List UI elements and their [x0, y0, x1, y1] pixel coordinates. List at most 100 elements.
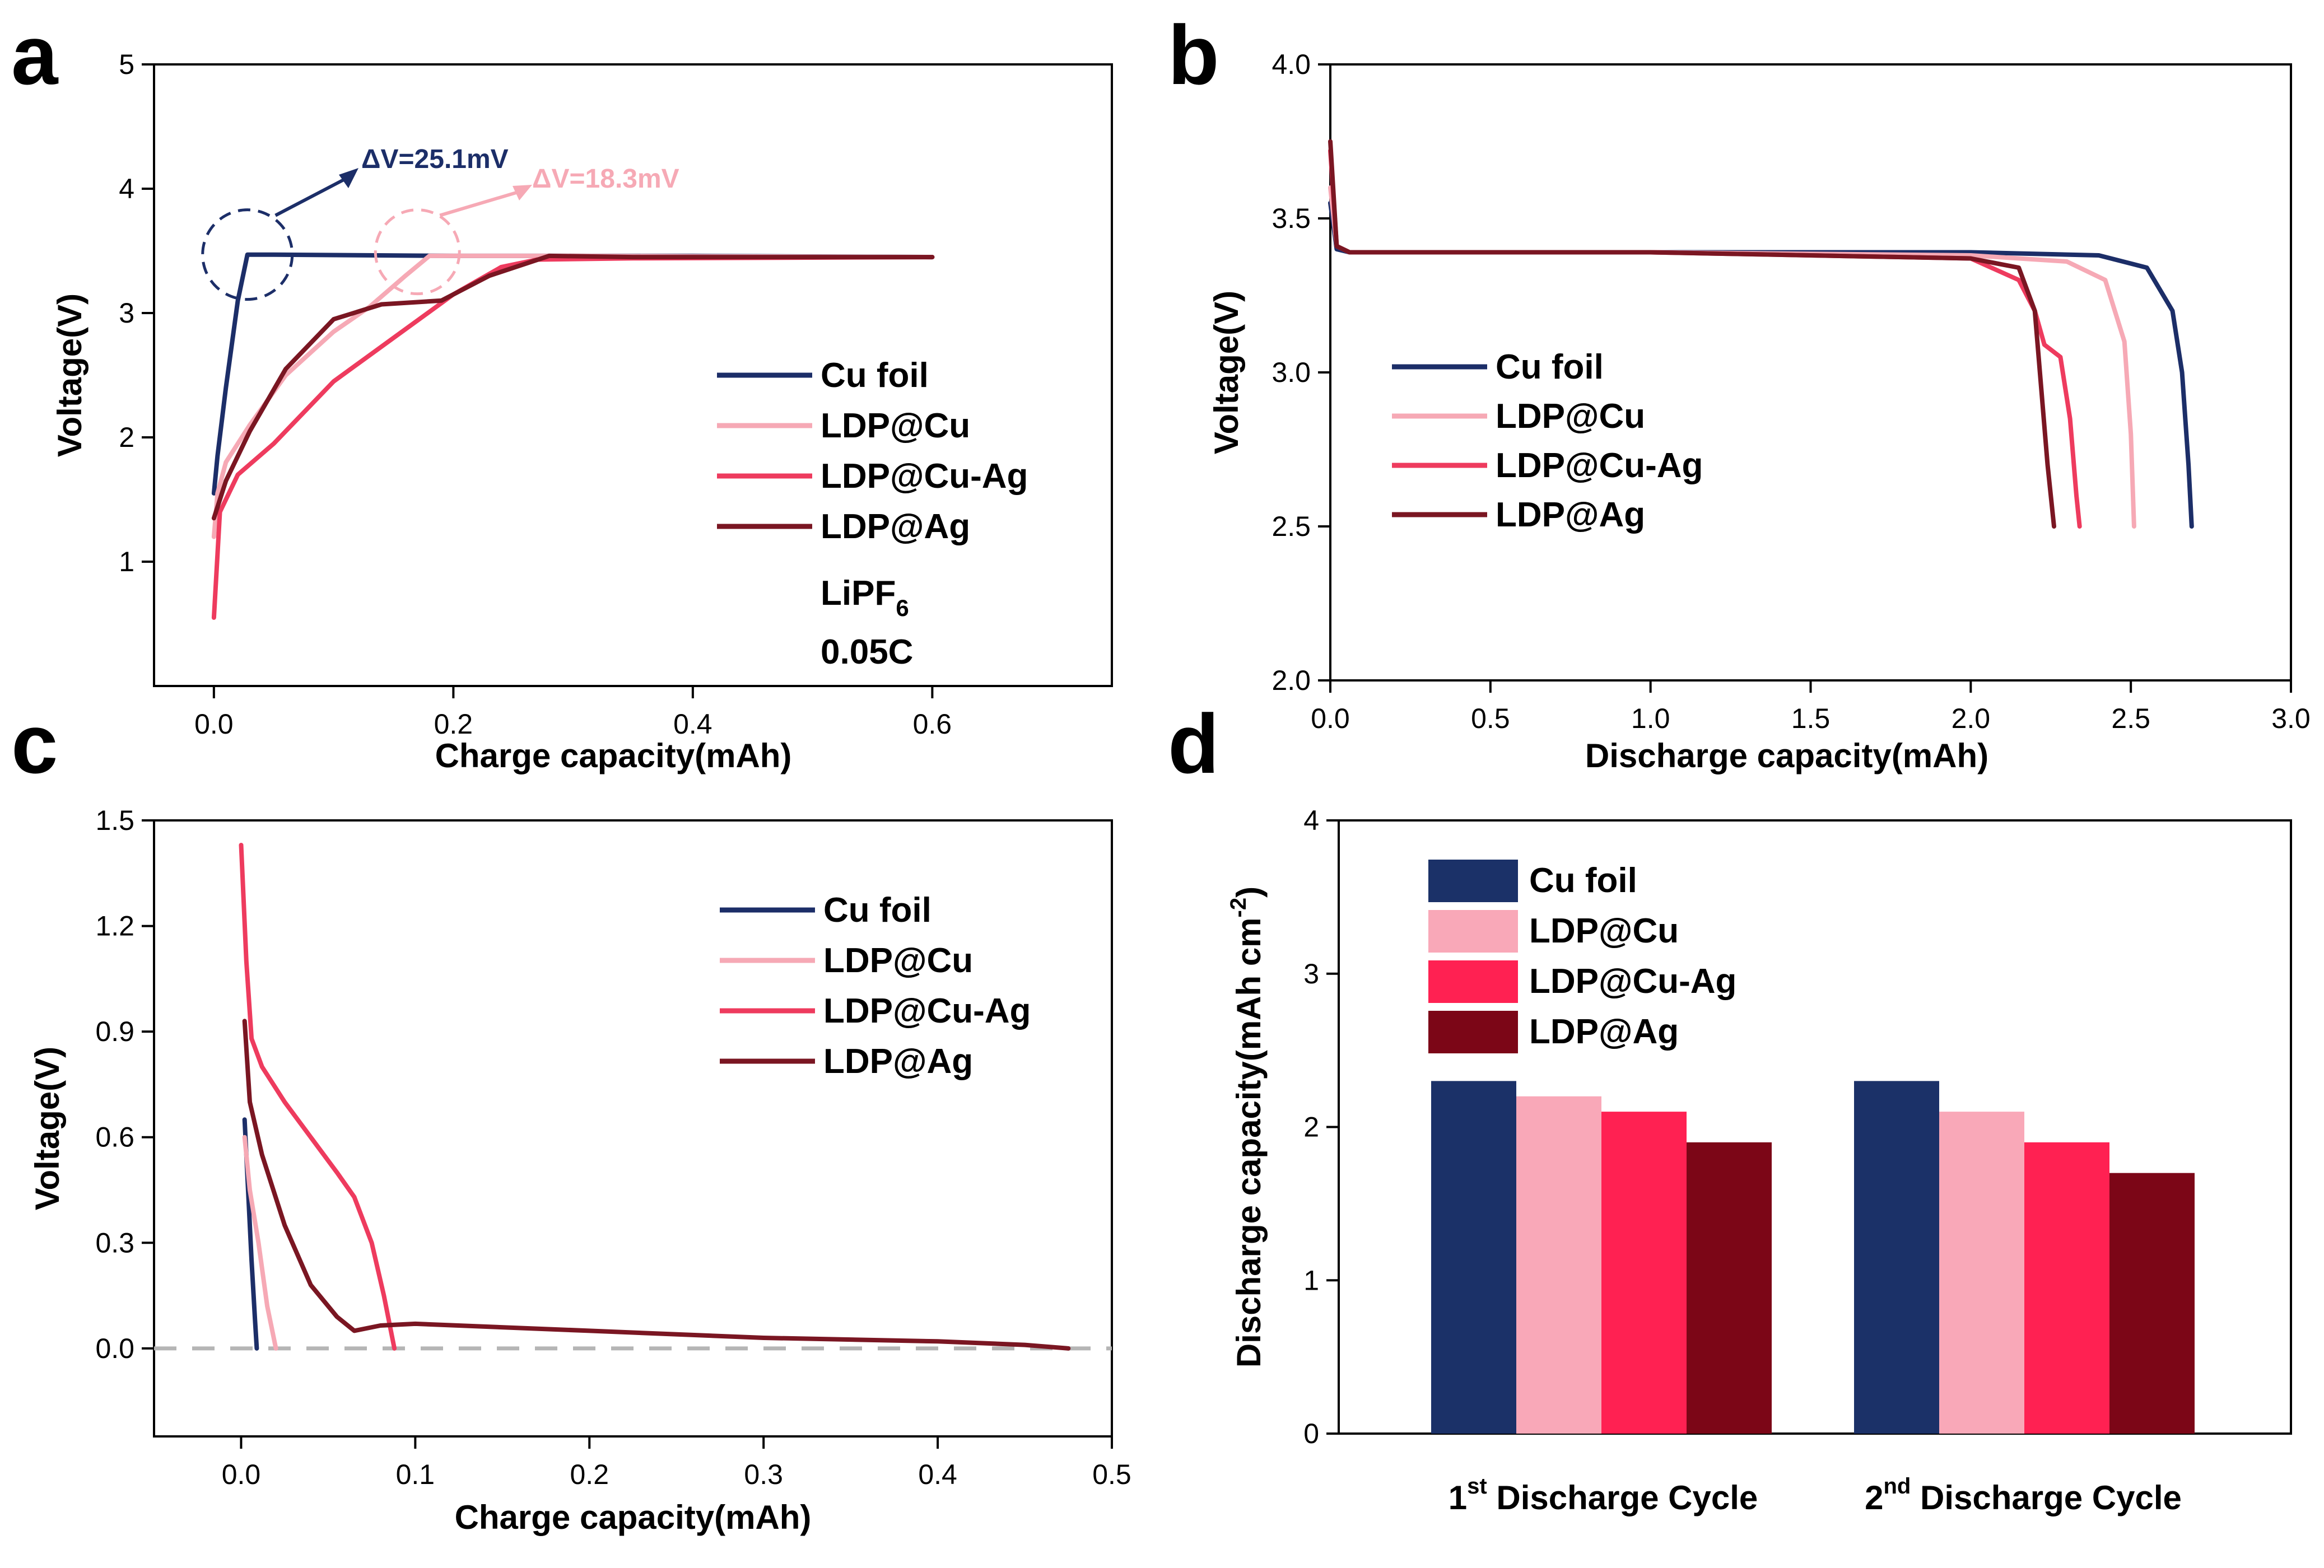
- y-tick-label: 1: [119, 546, 134, 577]
- y-axis-label: Discharge capacity(mAh cm-2): [1226, 886, 1268, 1368]
- y-tick-label: 5: [119, 49, 134, 80]
- series-line-ldp-cu: [242, 1135, 278, 1351]
- x-tick-label: 0.1: [396, 1459, 435, 1490]
- x-axis-label: Discharge capacity(mAh): [1585, 737, 1988, 774]
- y-tick-label: 2.0: [1272, 665, 1311, 696]
- x-tick-label: 0.2: [434, 708, 473, 740]
- y-tick-label: 2: [1303, 1112, 1319, 1143]
- legend-label: LDP@Cu-Ag: [1529, 962, 1736, 1001]
- annotation-delta-v-cu-foil: ΔV=25.1mV: [361, 144, 509, 174]
- x-tick-label: 0.5: [1471, 703, 1510, 734]
- y-tick-label: 2: [119, 422, 134, 453]
- y-tick-label: 3: [1303, 958, 1319, 990]
- y-tick-label: 0.6: [95, 1122, 134, 1153]
- x-tick-label: 1.5: [1791, 703, 1831, 734]
- y-tick-label: 1.5: [95, 805, 134, 836]
- bar-ldp-cu-cycle-1: [1516, 1096, 1601, 1434]
- category-ordinal: 2: [1865, 1479, 1883, 1516]
- x-tick-label: 0.0: [1311, 703, 1350, 734]
- series-line-ldp-cu-ag: [211, 255, 935, 620]
- rate-label: 0.05C: [821, 633, 913, 671]
- series-line-ldp-ag: [242, 1019, 1071, 1351]
- x-tick-label: 0.3: [744, 1459, 783, 1490]
- category-ordinal-suffix: st: [1467, 1474, 1487, 1499]
- panel-b: 0.0 0.5 1.0 1.5 2.0 2.5 3.0 2.0 2.5 3.0 3.5 4.0 Disc…: [1208, 49, 2311, 774]
- category-ordinal: 1: [1449, 1479, 1467, 1516]
- bar-ldp-ag-cycle-2: [2109, 1173, 2195, 1434]
- y-axis-label-main: Discharge capacity(mAh cm: [1230, 917, 1268, 1368]
- category-ordinal-suffix: nd: [1883, 1474, 1911, 1499]
- series-line-ldp-ag: [1328, 139, 2056, 529]
- panel-letter-a: a: [11, 8, 59, 102]
- legend-label: LDP@Ag: [1496, 496, 1645, 534]
- legend-swatch: [1428, 910, 1518, 953]
- legend-label: LDP@Ag: [823, 1042, 973, 1081]
- bar-cu-foil-cycle-2: [1854, 1081, 1939, 1434]
- y-axis-label: Voltage(V): [1208, 291, 1245, 454]
- y-tick-label: 4: [119, 173, 134, 204]
- annotation-delta-v-ldp-cu: ΔV=18.3mV: [532, 164, 679, 194]
- x-tick-label: 0.5: [1092, 1459, 1131, 1490]
- legend-label: Cu foil: [823, 891, 932, 930]
- electrolyte-label: LiPF6: [821, 574, 909, 621]
- annotation-circle-ldp-cu: [374, 208, 461, 296]
- y-tick-label: 2.5: [1272, 511, 1311, 542]
- y-tick-label: 4: [1303, 805, 1319, 836]
- panel-letter-d: d: [1168, 697, 1219, 791]
- x-tick-label: 2.0: [1952, 703, 1991, 734]
- electrolyte-salt: LiPF: [821, 574, 896, 613]
- y-tick-label: 3.5: [1272, 203, 1311, 234]
- x-tick-label: 0.4: [918, 1459, 957, 1490]
- annotation-arrow-cu-foil: [274, 175, 351, 217]
- legend-label: LDP@Ag: [1529, 1012, 1679, 1051]
- series-line-ldp-cu-ag: [239, 843, 397, 1351]
- x-tick-label: 2.5: [2111, 703, 2150, 734]
- plot-frame: [153, 819, 1113, 1438]
- legend-label: LDP@Cu: [823, 941, 973, 980]
- legend-label: LDP@Cu-Ag: [821, 457, 1028, 496]
- y-tick-label: 0.3: [95, 1227, 134, 1258]
- x-axis-label: Charge capacity(mAh): [455, 1499, 812, 1536]
- y-tick-label: 0.0: [95, 1333, 134, 1364]
- series-line-ldp-cu: [1328, 185, 2136, 529]
- legend-label: LDP@Cu: [821, 407, 970, 445]
- x-tick-label: 3.0: [2271, 703, 2311, 734]
- x-axis-label: Charge capacity(mAh): [435, 737, 792, 774]
- legend-label: LDP@Cu-Ag: [823, 992, 1031, 1030]
- series-line-ldp-ag: [211, 253, 935, 521]
- y-tick-label: 4.0: [1272, 49, 1311, 80]
- legend-swatch: [1428, 1011, 1518, 1053]
- category-text: Discharge Cycle: [1911, 1479, 2182, 1516]
- x-tick-label: 0.0: [222, 1459, 261, 1490]
- y-tick-label: 0: [1303, 1418, 1319, 1449]
- legend-swatch: [1428, 960, 1518, 1003]
- x-tick-label: 0.0: [194, 708, 234, 740]
- y-axis-label-superscript: -2: [1226, 898, 1251, 918]
- bar-ldp-cu-ag-cycle-1: [1601, 1112, 1687, 1434]
- legend-label: Cu foil: [1529, 861, 1637, 900]
- series-line-ldp-cu: [211, 253, 935, 539]
- panel-a: 0.0 0.2 0.4 0.6 1 2 3 4 5 Charge capacity(mAh) Vol…: [51, 49, 1113, 774]
- legend-label: LDP@Ag: [821, 507, 970, 546]
- legend-label: LDP@Cu-Ag: [1496, 446, 1703, 485]
- y-tick-label: 1.2: [95, 911, 134, 942]
- legend-label: LDP@Cu: [1529, 912, 1679, 950]
- bar-ldp-cu-ag-cycle-2: [2024, 1142, 2109, 1434]
- bar-ldp-cu-cycle-2: [1939, 1112, 2024, 1434]
- panel-letter-b: b: [1168, 8, 1219, 102]
- legend-label: Cu foil: [1496, 348, 1604, 386]
- annotation-arrow-ldp-cu: [439, 189, 524, 217]
- arrow-head-cu-foil: [339, 168, 358, 188]
- arrow-head-ldp-cu: [513, 185, 532, 200]
- y-tick-label: 1: [1303, 1264, 1319, 1296]
- category-text: Discharge Cycle: [1487, 1479, 1758, 1516]
- y-tick-label: 3.0: [1272, 357, 1311, 388]
- y-tick-label: 3: [119, 297, 134, 329]
- plot-frame: [1329, 63, 2292, 682]
- x-tick-label: 1.0: [1631, 703, 1670, 734]
- x-tick-label: 0.4: [673, 708, 712, 740]
- legend-label: LDP@Cu: [1496, 397, 1645, 436]
- y-tick-label: 0.9: [95, 1016, 134, 1047]
- x-tick-label: 0.6: [913, 708, 952, 740]
